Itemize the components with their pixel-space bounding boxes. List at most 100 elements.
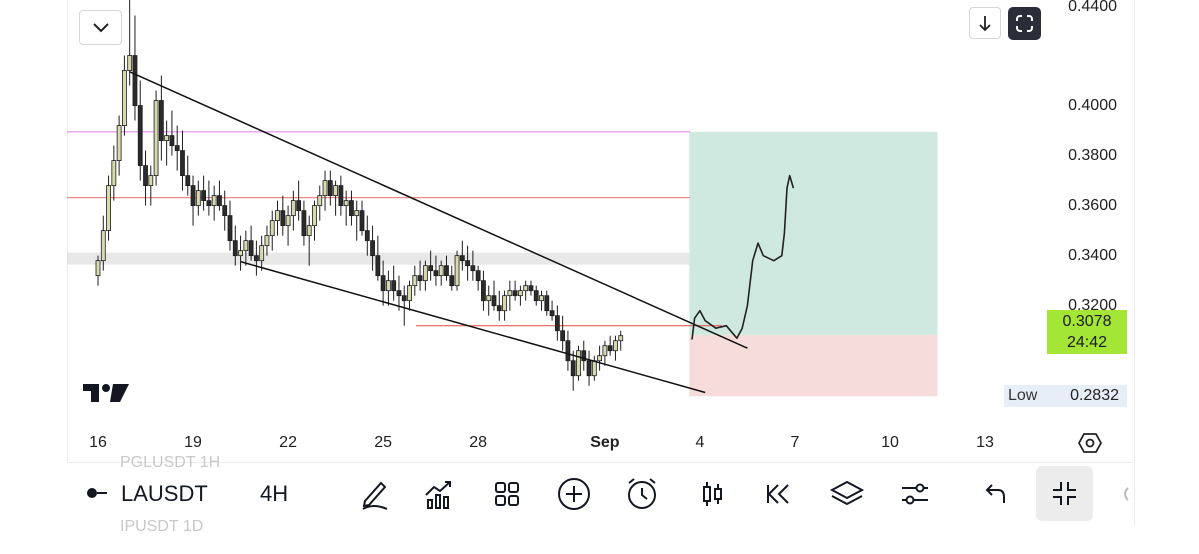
candle-body-down <box>428 265 434 272</box>
undo-icon <box>985 484 1005 503</box>
chart-type-button[interactable] <box>691 473 733 515</box>
chart-settings-button[interactable] <box>1077 431 1103 455</box>
y-tick-label: 0.3600 <box>1068 196 1117 214</box>
y-tick-label: 0.3800 <box>1068 146 1117 164</box>
candle <box>391 265 397 301</box>
stop-zone[interactable] <box>689 334 938 397</box>
candle-body-down <box>137 105 143 166</box>
candle-body-up <box>602 345 608 357</box>
candle <box>438 260 444 286</box>
candle <box>349 190 354 226</box>
candle-body-down <box>380 275 386 292</box>
fullscreen-button[interactable] <box>1008 7 1041 40</box>
grid-icon <box>495 482 519 506</box>
symbol-selector[interactable]: LAUSDT <box>121 481 208 506</box>
candle <box>523 280 529 301</box>
candle <box>422 260 428 291</box>
candle-body-up <box>106 185 111 232</box>
download-button[interactable] <box>969 7 1001 39</box>
candle <box>148 165 154 206</box>
alert-button[interactable] <box>621 473 663 515</box>
layers-icon <box>829 480 865 506</box>
chart-properties-button[interactable] <box>894 473 936 515</box>
candle-body-up <box>322 180 328 197</box>
projection-path[interactable] <box>691 174 795 340</box>
object-tree-button[interactable] <box>826 473 868 515</box>
candle <box>217 180 222 211</box>
drawing-tools-button[interactable] <box>353 473 395 515</box>
add-button[interactable] <box>553 473 595 515</box>
candle <box>481 270 486 311</box>
rewind-icon <box>767 484 789 504</box>
indicators-button[interactable] <box>418 473 460 515</box>
x-tick-label: 19 <box>184 434 202 451</box>
candle <box>470 250 476 281</box>
candle <box>597 345 602 371</box>
candle-body-down <box>391 280 397 292</box>
candle-body-up <box>507 290 513 297</box>
candle <box>364 215 370 256</box>
trendline[interactable] <box>129 71 748 349</box>
target-zone[interactable] <box>689 131 938 335</box>
candle-body-down <box>185 175 191 187</box>
candle-body-up <box>243 240 249 252</box>
y-tick-label: 0.4000 <box>1068 96 1117 114</box>
candles-icon <box>703 482 722 506</box>
candle-body-up <box>422 265 428 282</box>
trendline[interactable] <box>240 260 706 394</box>
candle-body-down <box>201 190 207 202</box>
more-icon[interactable] <box>1118 484 1132 504</box>
candle <box>602 340 608 366</box>
candle-body-up <box>285 215 291 227</box>
candle <box>486 285 492 316</box>
candle-body-up <box>438 265 444 277</box>
candle <box>549 300 555 321</box>
candle <box>354 200 360 241</box>
x-tick-label: 4 <box>695 434 705 451</box>
undo-button[interactable] <box>973 473 1015 515</box>
candle-body-down <box>533 290 539 302</box>
candle-body-up <box>127 55 133 71</box>
candle <box>222 190 228 231</box>
candle <box>433 255 439 286</box>
candle <box>322 170 328 211</box>
candle <box>533 285 539 306</box>
candle <box>465 245 471 281</box>
candle-body-down <box>470 265 476 272</box>
candle <box>518 285 523 306</box>
layouts-button[interactable] <box>486 473 528 515</box>
candle <box>385 270 391 306</box>
candle <box>259 235 265 271</box>
candle-body-up <box>597 355 602 362</box>
candle <box>502 290 507 321</box>
candle <box>227 200 233 251</box>
candle <box>449 265 455 291</box>
candle-body-up <box>523 285 529 292</box>
candle-body-down <box>554 315 560 332</box>
pencil-icon <box>362 481 388 510</box>
candle <box>269 210 275 251</box>
candle <box>333 180 339 216</box>
candle <box>507 280 513 311</box>
candle-body-down <box>227 215 233 242</box>
symbol-logo-icon <box>87 488 107 498</box>
candle-body-up <box>502 295 507 312</box>
indicators-icon <box>425 481 451 509</box>
candle-body-up <box>312 205 317 227</box>
candle <box>211 185 217 221</box>
low-label: Low <box>1008 387 1038 404</box>
candle-body-down <box>581 350 587 362</box>
candle <box>591 355 597 381</box>
candle-body-up <box>195 190 201 207</box>
replay-button[interactable] <box>757 473 799 515</box>
candle <box>280 195 286 236</box>
candle <box>459 240 465 271</box>
collapse-button[interactable] <box>79 10 122 45</box>
download-icon <box>979 16 991 32</box>
exit-fullscreen-button[interactable] <box>1036 466 1093 521</box>
interval-selector[interactable]: 4H <box>260 481 289 506</box>
candle-body-down <box>560 330 566 342</box>
candle <box>264 225 270 256</box>
candle <box>528 280 534 296</box>
